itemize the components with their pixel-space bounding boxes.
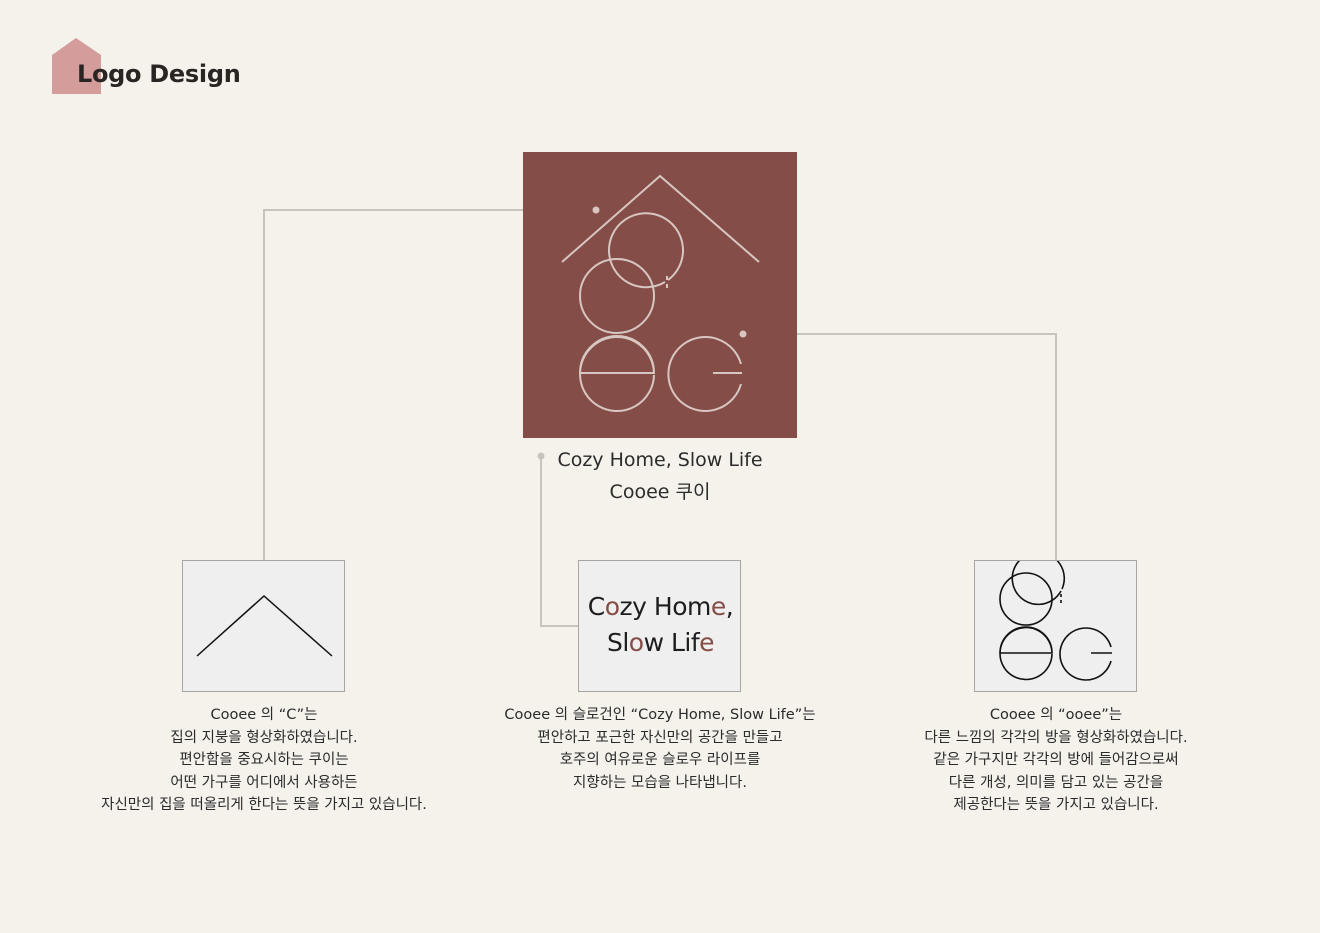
connector-slogan [540, 456, 578, 627]
brand-name: Cooee 쿠이 [609, 481, 711, 503]
roof-description: Cooee 의 “C”는 집의 지붕을 형상화하였습니다. 편안함을 중요시하는… [101, 707, 427, 813]
connector-letters [742, 333, 1057, 560]
main-logo [523, 152, 797, 438]
slogan-card-text: Cozy Home, Slow Life [587, 592, 734, 657]
roof-card [182, 560, 345, 692]
logo-dots [592, 206, 747, 338]
connector-roof [263, 209, 596, 560]
letters-description: Cooee 의 “ooee”는 다른 느낌의 각각의 방을 형상화하였습니다. … [924, 707, 1188, 813]
slogan-card: Cozy Home, Slow Life [578, 560, 741, 692]
header: Logo Design [52, 38, 272, 98]
roof-icon [196, 594, 333, 657]
letters-card [974, 560, 1137, 692]
connector-dot [537, 452, 545, 460]
roof-mark [561, 174, 760, 263]
slogan-description: Cooee 의 슬로건인 “Cozy Home, Slow Life”는 편안하… [504, 707, 816, 791]
main-slogan: Cozy Home, Slow Life Cooee 쿠이 [520, 444, 800, 508]
house-mark-icon [52, 38, 101, 94]
ooee-letters-icon [999, 561, 1112, 681]
page-title: Logo Design [77, 60, 241, 88]
cooee-logo-icon [561, 174, 760, 412]
slogan-text: Cozy Home, Slow Life [557, 449, 763, 471]
